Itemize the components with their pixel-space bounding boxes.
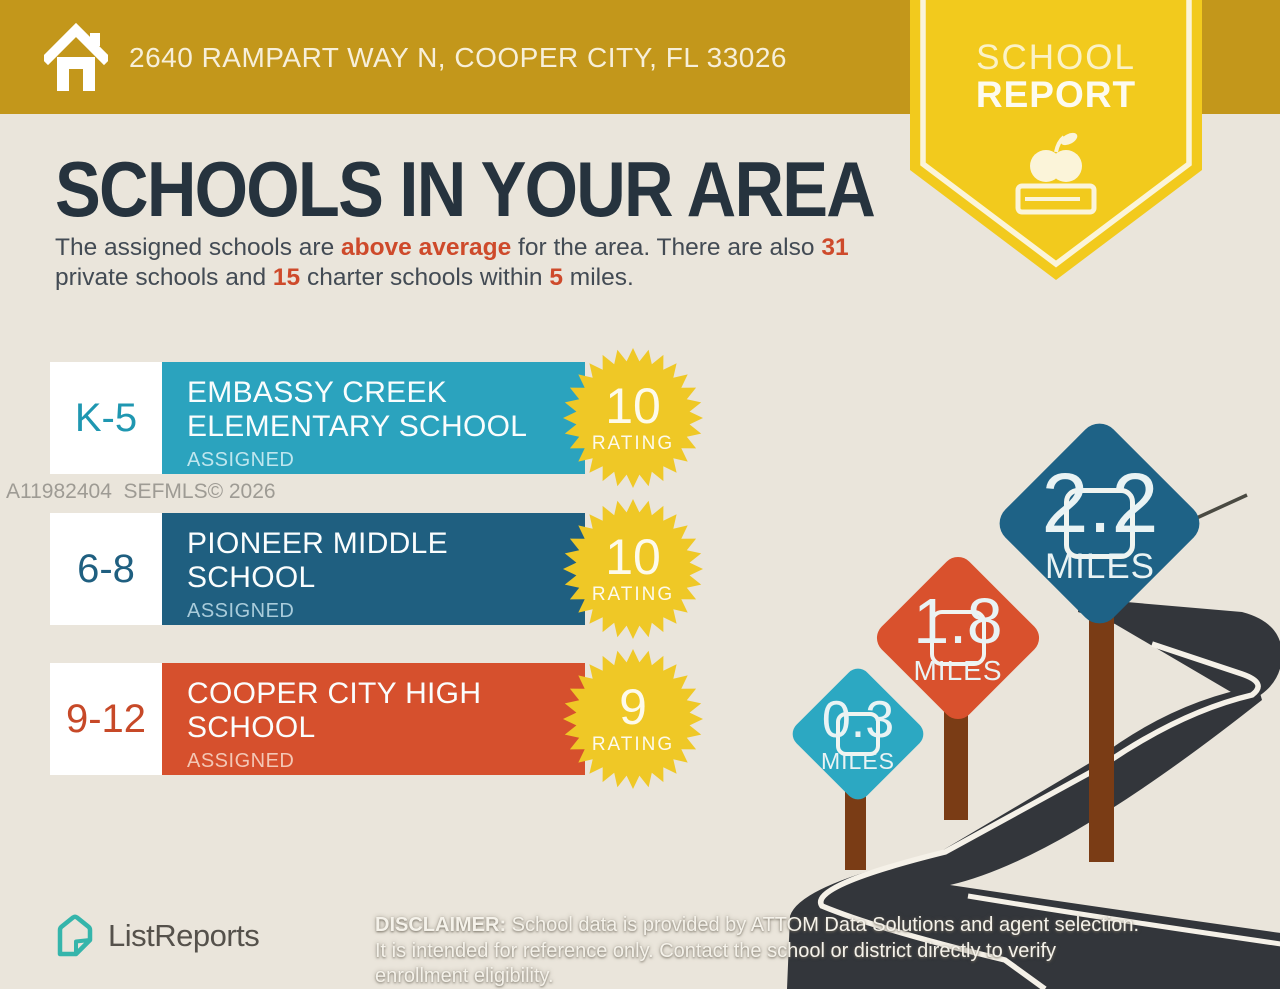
- rating-value: 10: [605, 378, 661, 434]
- intro-seg: miles.: [563, 264, 634, 291]
- school-status: ASSIGNED: [187, 449, 295, 471]
- rating-badge: 10 RATING: [562, 347, 704, 489]
- rating-label: RATING: [591, 584, 675, 605]
- apple-book-icon: [1015, 132, 1097, 215]
- rating-label: RATING: [591, 433, 675, 454]
- grade-range: 9-12: [50, 663, 162, 775]
- grade-range: 6-8: [50, 513, 162, 625]
- starburst-icon: [563, 348, 703, 488]
- listreports-logo-icon: [57, 914, 93, 957]
- school-name-line1: COOPER CITY HIGH: [187, 677, 482, 710]
- intro-highlight: above average: [341, 234, 512, 261]
- distance-unit: MILES: [913, 655, 1003, 686]
- intro-highlight: 31: [821, 234, 849, 261]
- rating-label: RATING: [591, 734, 675, 755]
- ribbon-line1: SCHOOL: [976, 38, 1136, 77]
- disclaimer-text: DISCLAIMER: School data is provided by A…: [375, 913, 1145, 989]
- starburst-icon: [563, 649, 703, 789]
- distance-value: 1.8: [913, 585, 1003, 657]
- school-bar: COOPER CITY HIGH SCHOOL ASSIGNED: [162, 663, 585, 775]
- school-bar: EMBASSY CREEK ELEMENTARY SCHOOL ASSIGNED: [162, 362, 585, 474]
- school-name-line1: PIONEER MIDDLE: [187, 527, 448, 560]
- rating-badge: 10 RATING: [562, 498, 704, 640]
- school-card-middle: 6-8 PIONEER MIDDLE SCHOOL ASSIGNED 10 RAT…: [50, 499, 750, 639]
- school-card-elementary: K-5 EMBASSY CREEK ELEMENTARY SCHOOL ASSI…: [50, 348, 750, 488]
- distance-sign-label: 2.2 MILES: [992, 416, 1208, 632]
- distance-sign-label: 1.8 MILES: [870, 550, 1046, 726]
- distance-sign-1-8-miles: 1.8 MILES: [870, 550, 1046, 726]
- starburst-icon: [563, 499, 703, 639]
- road-segment-top: [1078, 598, 1280, 702]
- distance-sign-0-3-miles: 0.3 MILES: [787, 663, 929, 805]
- page-title: SCHOOLS IN YOUR AREA: [55, 145, 876, 233]
- school-name-line2: SCHOOL: [187, 561, 316, 594]
- distance-unit: MILES: [1044, 547, 1156, 586]
- school-status: ASSIGNED: [187, 600, 295, 622]
- road-segment-bottom: [787, 686, 1280, 989]
- grade-range: K-5: [50, 362, 162, 474]
- rating-value: 9: [619, 679, 647, 735]
- school-name-line2: ELEMENTARY SCHOOL: [187, 410, 528, 443]
- disclaimer-body: School data is provided by ATTOM Data So…: [375, 914, 1140, 987]
- road-edge-line: [967, 893, 1280, 947]
- rating-badge: 9 RATING: [562, 648, 704, 790]
- intro-seg: The assigned schools are: [55, 234, 341, 261]
- school-name-line1: EMBASSY CREEK: [187, 376, 448, 409]
- road-lane-line: [818, 641, 1261, 989]
- school-name-line2: SCHOOL: [187, 711, 316, 744]
- grade-range-label: 6-8: [77, 546, 135, 591]
- school-status: ASSIGNED: [187, 750, 295, 772]
- intro-highlight: 15: [272, 264, 301, 291]
- intro-highlight: 5: [549, 264, 563, 291]
- road-horizon-line: [1189, 493, 1248, 523]
- disclaimer-label: DISCLAIMER:: [375, 914, 507, 936]
- grade-range-label: 9-12: [65, 696, 147, 741]
- ribbon-banner-shape: [910, 0, 1202, 280]
- school-bar: PIONEER MIDDLE SCHOOL ASSIGNED: [162, 513, 585, 625]
- home-icon: [44, 22, 108, 91]
- distance-sign-2-2-miles: 2.2 MILES: [991, 415, 1208, 632]
- mls-watermark: A11982404 SEFMLS© 2026: [6, 480, 276, 503]
- distance-value: 2.2: [1041, 456, 1159, 550]
- intro-seg: private schools and: [55, 264, 273, 291]
- distance-value: 0.3: [821, 690, 895, 749]
- intro-seg: charter schools within: [300, 264, 550, 291]
- property-address: 2640 RAMPART WAY N, COOPER CITY, FL 3302…: [129, 42, 788, 73]
- intro-seg: for the area. There are also: [511, 234, 822, 261]
- school-report-ribbon: SCHOOL REPORT: [910, 0, 1202, 284]
- distance-sign-label: 0.3 MILES: [787, 663, 929, 805]
- rating-value: 10: [605, 529, 661, 585]
- distance-unit: MILES: [820, 747, 896, 774]
- intro-text: The assigned schools are above average f…: [55, 233, 911, 293]
- grade-range-label: K-5: [74, 395, 138, 440]
- listreports-brand-name: ListReports: [108, 918, 260, 953]
- ribbon-line2: REPORT: [975, 74, 1137, 115]
- listreports-brand: ListReports: [52, 914, 260, 958]
